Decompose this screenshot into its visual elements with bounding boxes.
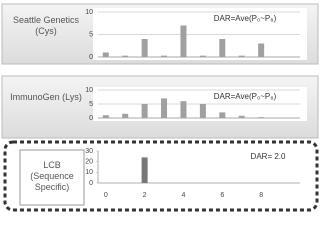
label-box <box>19 149 85 206</box>
y-tick-label: 30 <box>85 148 93 155</box>
bar <box>102 115 109 118</box>
chart: 0 5 10 DAR=Ave(P₀~P₈) 0 5 10 DAR=Ave(P₀~P₈) 0 10 2… <box>1 3 319 212</box>
x-tick-label: 2 <box>143 192 147 199</box>
bar <box>238 55 245 57</box>
y-tick-label: 10 <box>85 169 93 176</box>
bar <box>141 157 148 183</box>
panel-label: LCB (Sequence Specific) <box>30 160 74 192</box>
y-tick-label: 10 <box>85 87 93 94</box>
panel-label: Seattle Genetics (Cys) <box>12 15 80 36</box>
figure: 0 5 10 DAR=Ave(P₀~P₈) 0 5 10 DAR=Ave(P₀~P₈) 0 10 2… <box>1 3 319 212</box>
bar <box>219 112 226 118</box>
y-tick-label: 5 <box>89 31 93 38</box>
bar <box>199 55 206 57</box>
y-tick-label: 20 <box>85 159 93 166</box>
x-tick-label: 8 <box>259 192 263 199</box>
bar <box>161 98 168 118</box>
y-tick-label: 10 <box>85 9 93 16</box>
panel-label: ImmunoGen (Lys) <box>10 92 82 102</box>
x-tick-label: 6 <box>220 192 224 199</box>
bar <box>141 39 148 57</box>
y-tick-label: 0 <box>89 115 93 122</box>
annotation: DAR=Ave(P₀~P₈) <box>214 92 277 101</box>
bar <box>122 55 129 57</box>
y-tick-label: 0 <box>89 54 93 61</box>
x-tick-label: 0 <box>104 192 108 199</box>
y-tick-label: 5 <box>89 101 93 108</box>
bar <box>258 43 265 57</box>
y-tick-label: 0 <box>89 180 93 187</box>
bar <box>258 117 265 118</box>
bar <box>238 115 245 118</box>
bar <box>141 104 148 118</box>
annotation: DAR=Ave(P₀~P₈) <box>214 14 277 23</box>
bar <box>219 39 226 57</box>
bar <box>122 113 129 118</box>
bar <box>102 52 109 57</box>
plot-area <box>93 8 307 60</box>
bar <box>161 55 168 57</box>
annotation: DAR= 2.0 <box>251 152 286 161</box>
x-tick-label: 4 <box>182 192 186 199</box>
bar <box>180 101 187 118</box>
bar <box>199 104 206 118</box>
bar <box>180 25 187 57</box>
